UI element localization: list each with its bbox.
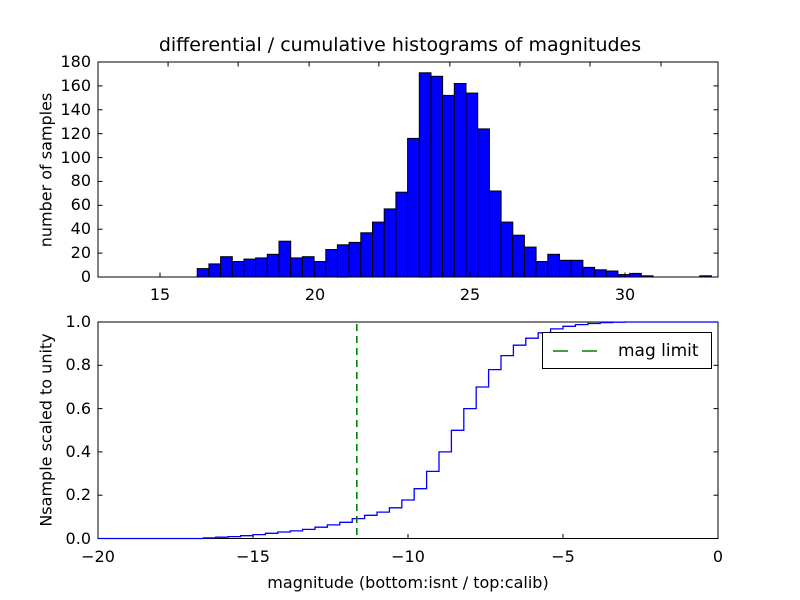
histogram-bar [360,232,373,278]
bottom-plot-xtick-label: −20 [81,547,115,566]
histogram-bar [559,259,572,278]
histogram-bar [442,94,455,278]
histogram-bar [465,92,479,278]
bottom-plot-ytick-label: 0.2 [65,485,91,505]
top-plot-ytick-label: 40 [70,219,91,239]
histogram-bar [418,72,432,278]
top-plot-ytick-label: 60 [70,195,91,215]
histogram-bar [395,191,409,278]
axes-frame [97,61,719,278]
bottom-plot-xtick-label: −15 [236,547,270,566]
histogram-bar [208,263,222,278]
histogram-bar [220,256,233,278]
top-plot-ytick-label: 120 [60,123,91,143]
histogram-bar [512,234,525,278]
histogram-bar [547,253,560,278]
figure-title: differential / cumulative histograms of … [158,34,642,56]
legend-dashed-line-icon [553,349,605,352]
top-plot-xtick-label: 25 [459,285,481,304]
top-plot-ytick-label: 0 [80,267,91,286]
histogram-bar [407,137,420,278]
histogram-bar [231,261,245,278]
legend-label: mag limit [618,340,699,361]
top-plot-xtick-label: 20 [304,285,326,304]
histogram-bar [488,190,502,278]
histogram-bar [594,269,607,278]
histogram-bar [582,266,596,278]
histogram-bar [523,246,537,278]
bottom-plot-xtick-label: 0 [712,547,724,566]
histogram-bar [500,221,514,278]
histogram-bar [196,268,210,278]
top-plot-xtick-label: 15 [149,285,171,304]
histogram-bar [243,258,257,278]
histogram-bar [290,257,303,278]
bottom-plot-ytick-label: 0.8 [65,355,91,375]
histogram-bar [453,83,467,278]
histogram-bar [301,256,315,278]
bottom-plot-ytick-label: 0.0 [65,528,91,548]
histogram-bar [266,253,280,278]
histogram-bar [325,249,338,278]
legend-box: mag limit [542,332,712,369]
top-plot-xtick-label: 30 [614,285,636,304]
histogram-bar [629,272,642,278]
histogram-bar [336,244,350,278]
cumulative-curve [98,321,718,540]
histogram-bar [430,75,444,278]
top-plot-ytick-label: 180 [60,52,91,71]
histogram-bar [255,257,268,278]
histogram-bar [535,261,549,278]
bottom-plot-ytick-label: 1.0 [65,312,91,331]
top-plot-ytick-label: 140 [60,99,91,119]
bottom-plot-ytick-label: 0.6 [65,398,91,418]
histogram-bar [372,221,385,278]
histogram-bar [605,270,619,278]
top-plot-ytick-label: 160 [60,75,91,95]
top-plot-ytick-label: 20 [70,243,91,263]
bottom-plot-xtick-label: −10 [391,547,425,566]
histogram-bar [348,241,362,278]
histogram-bar [477,128,490,278]
top-plot-ytick-label: 80 [70,171,91,191]
bottom-plot-xtick-label: −5 [551,547,575,566]
histogram-bar [383,208,397,278]
histogram-bar [313,261,327,278]
histogram-bar [278,240,292,278]
bottom-plot-ytick-label: 0.4 [65,441,91,461]
histogram-bar [570,259,584,278]
top-plot-ytick-label: 100 [60,147,91,167]
bottom-plot-xlabel: magnitude (bottom:isnt / top:calib) [267,573,549,592]
